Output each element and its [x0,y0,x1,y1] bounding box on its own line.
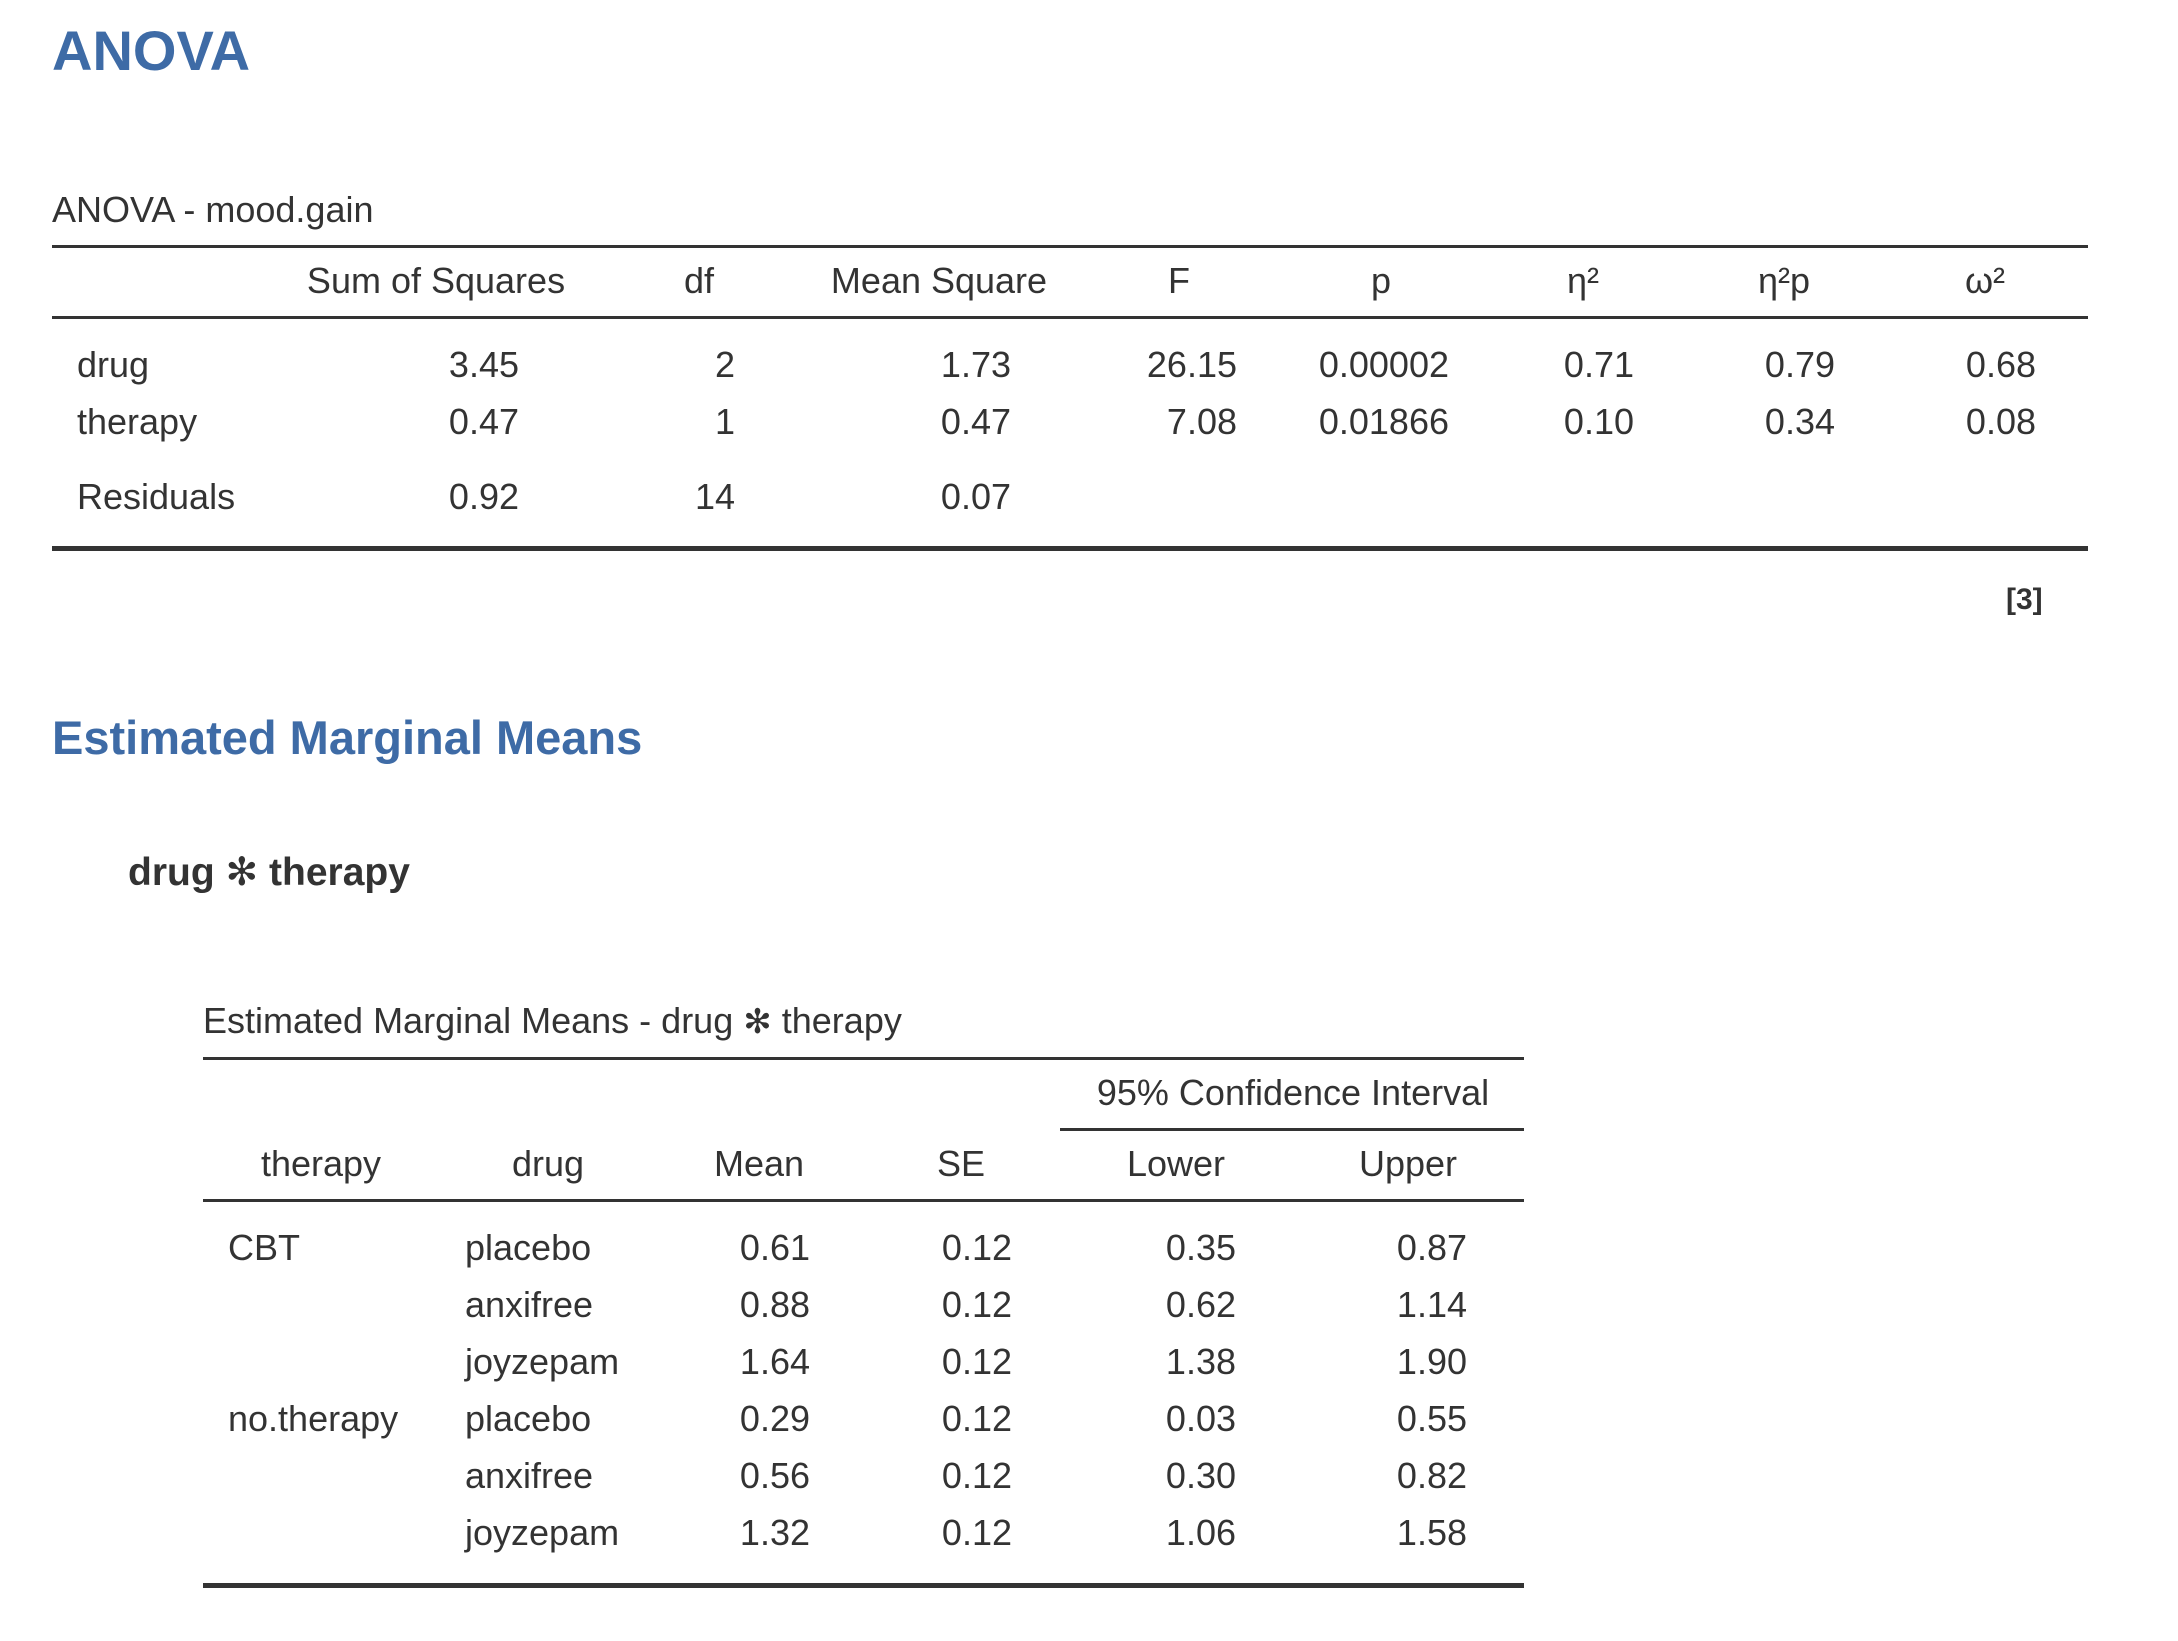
cell-mean: 0.61 [739,1227,810,1268]
cell-ms: 1.73 [940,344,1011,385]
cell-se: 0.12 [941,1284,1012,1325]
cell-p: 0.00002 [1318,344,1449,385]
cell-df: 1 [714,401,735,442]
cell-mean: 1.64 [739,1341,810,1382]
cell-df: 14 [694,476,735,517]
cell-mean: 0.56 [739,1455,810,1496]
cell-ss: 0.92 [448,476,519,517]
emm-table-title-left: Estimated Marginal Means - drug [203,1000,734,1041]
anova-top-rule [52,245,2088,248]
emm-top-rule [203,1057,1524,1060]
cell-upper: 0.82 [1396,1455,1467,1496]
cell-ms: 0.07 [940,476,1011,517]
emm-col-lower: Lower [1126,1143,1226,1184]
cell-drug: joyzepam [465,1512,620,1553]
footnote-ref: [3] [2006,583,2043,616]
anova-table-title: ANOVA - mood.gain [52,189,374,230]
cell-upper: 1.58 [1396,1512,1467,1553]
cell-df: 2 [714,344,735,385]
cell-therapy: no.therapy [228,1398,399,1439]
cell-f: 7.08 [1166,401,1237,442]
emm-col-drug: drug [511,1143,585,1184]
emm-col-therapy: therapy [260,1143,382,1184]
cell-mean: 1.32 [739,1512,810,1553]
emm-ci-rule [1060,1128,1524,1131]
emm-ci-header: 95% Confidence Interval [1096,1072,1490,1113]
cell-p: 0.01866 [1318,401,1449,442]
cell-se: 0.12 [941,1227,1012,1268]
row-term: drug [77,344,150,385]
cell-mean: 0.88 [739,1284,810,1325]
cell-mean: 0.29 [739,1398,810,1439]
cell-upper: 1.90 [1396,1341,1467,1382]
emm-subheading-left: drug [128,851,215,894]
cell-lower: 1.38 [1165,1341,1236,1382]
emm-header-rule [203,1199,1524,1202]
emm-table-title-right: therapy [781,1000,902,1041]
cell-omega2: 0.68 [1965,344,2036,385]
cell-ss: 0.47 [448,401,519,442]
cell-upper: 0.55 [1396,1398,1467,1439]
cell-lower: 0.30 [1165,1455,1236,1496]
emm-subheading: drug ✻ therapy [128,850,410,895]
cell-upper: 1.14 [1396,1284,1467,1325]
emm-bottom-rule [203,1583,1524,1588]
asterisk-icon: ✻ [743,1003,772,1041]
cell-drug: anxifree [465,1284,594,1325]
cell-eta2: 0.71 [1563,344,1634,385]
cell-omega2: 0.08 [1965,401,2036,442]
cell-lower: 0.35 [1165,1227,1236,1268]
cell-eta2: 0.10 [1563,401,1634,442]
cell-drug: anxifree [465,1455,594,1496]
anova-col-omega2: ω² [1964,260,2006,301]
anova-col-eta2p: η²p [1757,260,1811,301]
cell-f: 26.15 [1146,344,1237,385]
emm-subheading-right: therapy [269,851,410,894]
cell-se: 0.12 [941,1341,1012,1382]
anova-col-p: p [1370,260,1392,301]
cell-upper: 0.87 [1396,1227,1467,1268]
cell-se: 0.12 [941,1398,1012,1439]
row-term: Residuals [77,476,236,517]
cell-ss: 3.45 [448,344,519,385]
cell-lower: 1.06 [1165,1512,1236,1553]
anova-bottom-rule [52,546,2088,551]
anova-col-df: df [683,260,715,301]
cell-drug: joyzepam [465,1341,620,1382]
anova-col-f: F [1168,260,1190,301]
anova-col-eta2: η² [1566,260,1600,301]
cell-lower: 0.62 [1165,1284,1236,1325]
cell-se: 0.12 [941,1512,1012,1553]
anova-col-sum-of-squares: Sum of Squares [306,260,566,301]
cell-ms: 0.47 [940,401,1011,442]
cell-eta2p: 0.79 [1764,344,1835,385]
anova-heading: ANOVA [52,19,251,82]
row-term: therapy [77,401,198,442]
emm-col-upper: Upper [1358,1143,1458,1184]
cell-drug: placebo [465,1398,592,1439]
cell-drug: placebo [465,1227,592,1268]
emm-table-title: Estimated Marginal Means - drug ✻ therap… [203,1000,902,1042]
emm-col-mean: Mean [713,1143,805,1184]
cell-lower: 0.03 [1165,1398,1236,1439]
cell-se: 0.12 [941,1455,1012,1496]
cell-therapy: CBT [228,1227,300,1268]
anova-header-rule [52,316,2088,319]
emm-heading: Estimated Marginal Means [52,711,643,764]
asterisk-icon: ✻ [225,851,259,894]
emm-col-se: SE [936,1143,986,1184]
anova-col-mean-square: Mean Square [830,260,1048,301]
cell-eta2p: 0.34 [1764,401,1835,442]
